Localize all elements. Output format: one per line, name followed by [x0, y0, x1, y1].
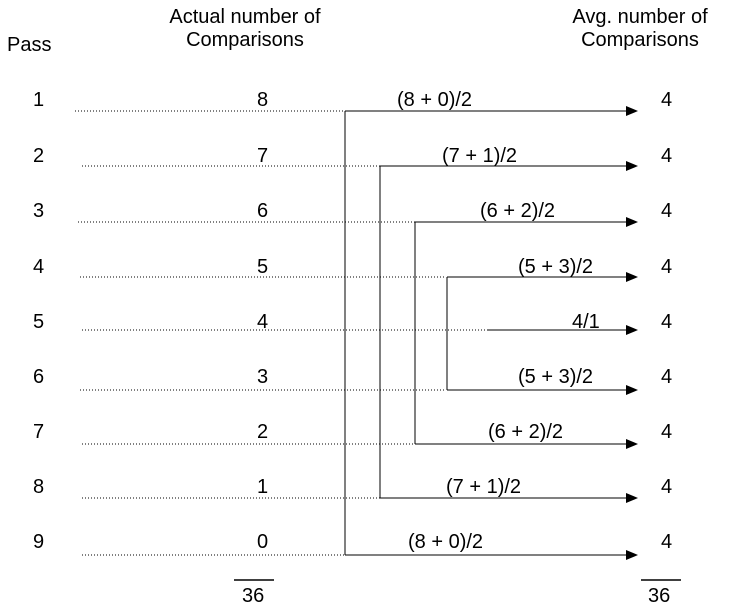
- avg-count: 4: [661, 531, 673, 553]
- actual-count: 2: [257, 421, 269, 443]
- actual-count: 4: [257, 311, 269, 333]
- avg-header: Avg. number of Comparisons: [540, 6, 729, 52]
- actual-count: 1: [257, 476, 269, 498]
- avg-header-line-1: Avg. number of: [572, 6, 708, 28]
- average-formula: 4/1: [572, 311, 600, 333]
- average-formula: (5 + 3)/2: [518, 366, 594, 388]
- average-formula: (8 + 0)/2: [408, 531, 484, 553]
- pass-number: 7: [33, 421, 45, 443]
- average-formula: (6 + 2)/2: [488, 421, 564, 443]
- avg-count: 4: [661, 256, 673, 278]
- actual-count: 5: [257, 256, 269, 278]
- pass-number: 9: [33, 531, 45, 553]
- pass-header: Pass: [7, 34, 52, 56]
- average-formula: (8 + 0)/2: [397, 89, 473, 111]
- avg-total: 36: [648, 585, 671, 607]
- dotted-leaders: [75, 110, 488, 556]
- avg-count: 4: [661, 476, 673, 498]
- actual-count: 6: [257, 200, 269, 222]
- pass-number: 4: [33, 256, 45, 278]
- avg-count: 4: [661, 200, 673, 222]
- pass-number: 8: [33, 476, 45, 498]
- pass-number: 2: [33, 145, 45, 167]
- actual-header: Actual number of Comparisons: [145, 6, 345, 52]
- actual-total: 36: [242, 585, 265, 607]
- actual-count: 7: [257, 145, 269, 167]
- average-formula: (6 + 2)/2: [480, 200, 556, 222]
- avg-count: 4: [661, 311, 673, 333]
- actual-count: 0: [257, 531, 269, 553]
- pass-number: 3: [33, 200, 45, 222]
- average-formula: (7 + 1)/2: [446, 476, 522, 498]
- pass-number: 6: [33, 366, 45, 388]
- arrows: [345, 106, 638, 560]
- average-formula: (5 + 3)/2: [518, 256, 594, 278]
- avg-count: 4: [661, 366, 673, 388]
- actual-header-line-2: Comparisons: [186, 29, 304, 51]
- actual-header-line-1: Actual number of: [169, 6, 321, 28]
- avg-count: 4: [661, 145, 673, 167]
- pass-number: 5: [33, 311, 45, 333]
- avg-count: 4: [661, 421, 673, 443]
- bracket-lines: [344, 111, 448, 555]
- pass-number: 1: [33, 89, 45, 111]
- avg-header-line-2: Comparisons: [581, 29, 699, 51]
- actual-count: 8: [257, 89, 269, 111]
- avg-count: 4: [661, 89, 673, 111]
- average-formula: (7 + 1)/2: [442, 145, 518, 167]
- actual-count: 3: [257, 366, 269, 388]
